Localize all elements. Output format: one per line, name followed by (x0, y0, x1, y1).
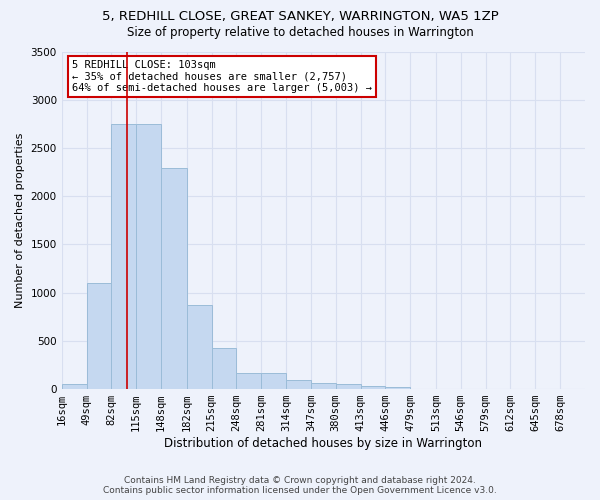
Bar (86, 283, 112, 389)
Bar (286, 380, 311, 389)
Bar (62, 384, 86, 389)
Bar (385, 388, 410, 389)
Text: 5, REDHILL CLOSE, GREAT SANKEY, WARRINGTON, WA5 1ZP: 5, REDHILL CLOSE, GREAT SANKEY, WARRINGT… (101, 10, 499, 23)
Bar (236, 372, 261, 389)
Text: 5 REDHILL CLOSE: 103sqm
← 35% of detached houses are smaller (2,757)
64% of semi: 5 REDHILL CLOSE: 103sqm ← 35% of detache… (72, 60, 372, 93)
Y-axis label: Number of detached properties: Number of detached properties (15, 132, 25, 308)
Bar (336, 384, 361, 389)
Bar (261, 373, 286, 389)
Bar (161, 168, 187, 389)
Text: Size of property relative to detached houses in Warrington: Size of property relative to detached ho… (127, 26, 473, 39)
Bar (112, 124, 136, 389)
Bar (187, 304, 212, 389)
Text: Contains HM Land Registry data © Crown copyright and database right 2024.
Contai: Contains HM Land Registry data © Crown c… (103, 476, 497, 495)
X-axis label: Distribution of detached houses by size in Warrington: Distribution of detached houses by size … (164, 437, 482, 450)
Bar (311, 384, 336, 389)
Bar (212, 348, 236, 389)
Bar (361, 386, 385, 389)
Bar (136, 124, 161, 389)
